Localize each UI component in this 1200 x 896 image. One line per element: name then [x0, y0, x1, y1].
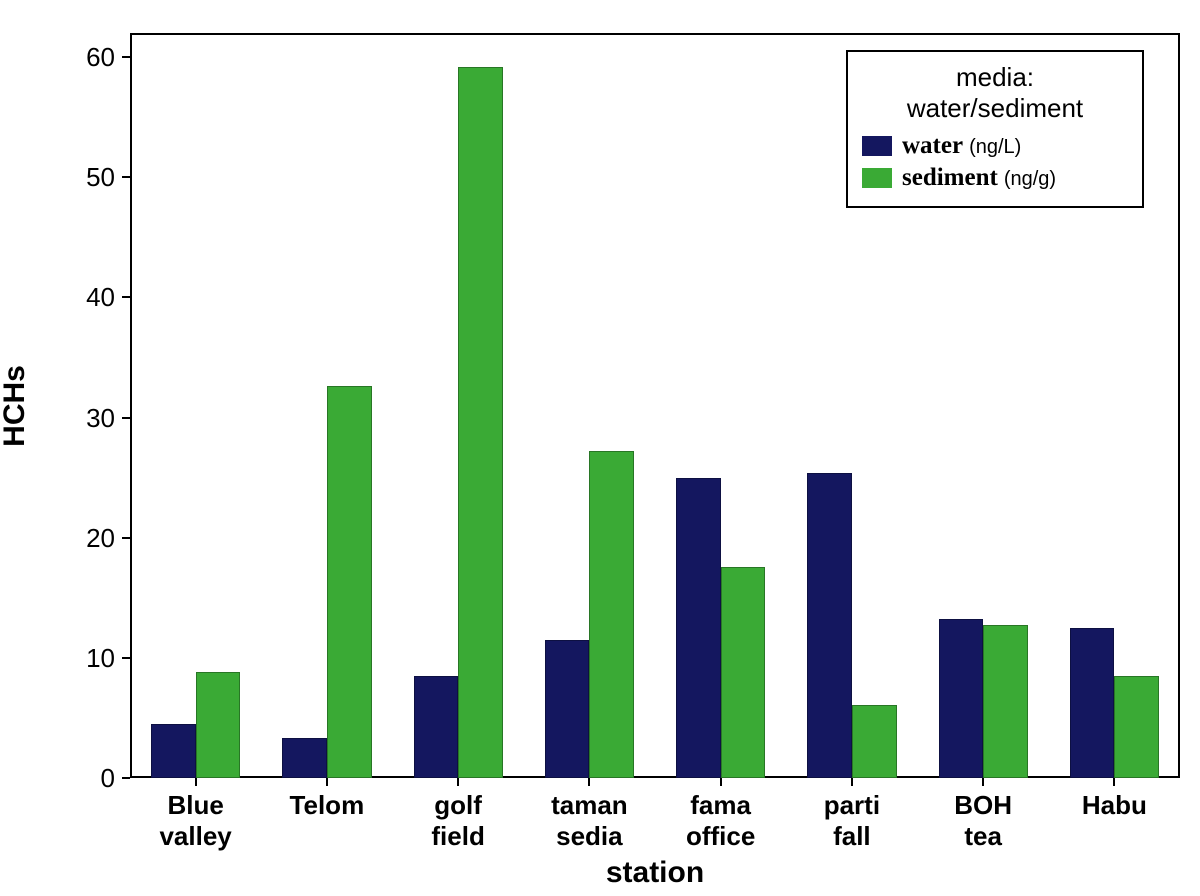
x-tick-label-line2: office: [655, 821, 786, 852]
x-tick-mark: [720, 778, 722, 786]
y-tick-mark: [122, 657, 130, 659]
x-tick-label-line1: taman: [551, 790, 628, 820]
y-tick-mark: [122, 296, 130, 298]
y-tick-mark: [122, 176, 130, 178]
x-axis-label: station: [595, 856, 715, 890]
bar-sediment: [589, 451, 634, 778]
y-tick-label: 0: [60, 763, 115, 794]
legend-item-water: water (ng/L): [862, 132, 1128, 160]
x-tick-label: partifall: [786, 790, 917, 852]
bar-water: [545, 640, 590, 778]
y-tick-mark: [122, 417, 130, 419]
x-tick-label: Habu: [1049, 790, 1180, 821]
y-tick-label: 60: [60, 42, 115, 73]
y-tick-label: 40: [60, 282, 115, 313]
legend-label-sediment: sediment: [902, 164, 998, 192]
x-tick-label: famaoffice: [655, 790, 786, 852]
bar-water: [414, 676, 459, 778]
x-tick-label-line2: tea: [918, 821, 1049, 852]
x-tick-label-line1: Habu: [1082, 790, 1147, 820]
y-tick-mark: [122, 777, 130, 779]
bar-water: [939, 619, 984, 778]
x-tick-label: Bluevalley: [130, 790, 261, 852]
x-tick-label-line2: field: [393, 821, 524, 852]
x-tick-mark: [195, 778, 197, 786]
y-tick-label: 10: [60, 643, 115, 674]
x-tick-label-line1: golf: [434, 790, 482, 820]
y-axis-label: HCHs: [0, 365, 32, 447]
x-tick-label: BOHtea: [918, 790, 1049, 852]
legend-title-line1: media:: [956, 62, 1034, 92]
x-tick-label: Telom: [261, 790, 392, 821]
x-tick-label: golffield: [393, 790, 524, 852]
legend-swatch-sediment: [862, 168, 892, 188]
bar-water: [1070, 628, 1115, 778]
x-tick-label-line1: Blue: [167, 790, 223, 820]
bar-sediment: [852, 705, 897, 778]
x-tick-mark: [457, 778, 459, 786]
x-tick-label-line2: valley: [130, 821, 261, 852]
x-tick-mark: [1113, 778, 1115, 786]
legend-label-water: water: [902, 132, 963, 160]
x-tick-label-line2: fall: [786, 821, 917, 852]
legend-unit-water: (ng/L): [969, 136, 1021, 159]
x-tick-label-line1: Telom: [290, 790, 365, 820]
y-tick-label: 50: [60, 162, 115, 193]
x-tick-mark: [326, 778, 328, 786]
x-tick-mark: [982, 778, 984, 786]
y-tick-mark: [122, 537, 130, 539]
legend-unit-sediment: (ng/g): [1004, 168, 1056, 191]
legend-title: media: water/sediment: [862, 62, 1128, 124]
y-tick-mark: [122, 56, 130, 58]
bar-water: [151, 724, 196, 778]
x-tick-label-line1: fama: [690, 790, 751, 820]
x-tick-label-line1: parti: [824, 790, 880, 820]
bar-water: [807, 473, 852, 778]
legend-title-line2: water/sediment: [907, 93, 1083, 123]
x-tick-label-line1: BOH: [954, 790, 1012, 820]
x-tick-label-line2: sedia: [524, 821, 655, 852]
bar-water: [282, 738, 327, 778]
bar-sediment: [721, 567, 766, 778]
bar-sediment: [1114, 676, 1159, 778]
bar-sediment: [458, 67, 503, 778]
bar-sediment: [983, 625, 1028, 778]
y-tick-label: 30: [60, 403, 115, 434]
legend: media: water/sediment water (ng/L) sedim…: [846, 50, 1144, 208]
bar-water: [676, 478, 721, 778]
x-tick-label: tamansedia: [524, 790, 655, 852]
x-tick-mark: [851, 778, 853, 786]
bar-sediment: [196, 672, 241, 778]
y-tick-label: 20: [60, 523, 115, 554]
legend-swatch-water: [862, 136, 892, 156]
x-tick-mark: [588, 778, 590, 786]
legend-item-sediment: sediment (ng/g): [862, 164, 1128, 192]
bar-sediment: [327, 386, 372, 778]
